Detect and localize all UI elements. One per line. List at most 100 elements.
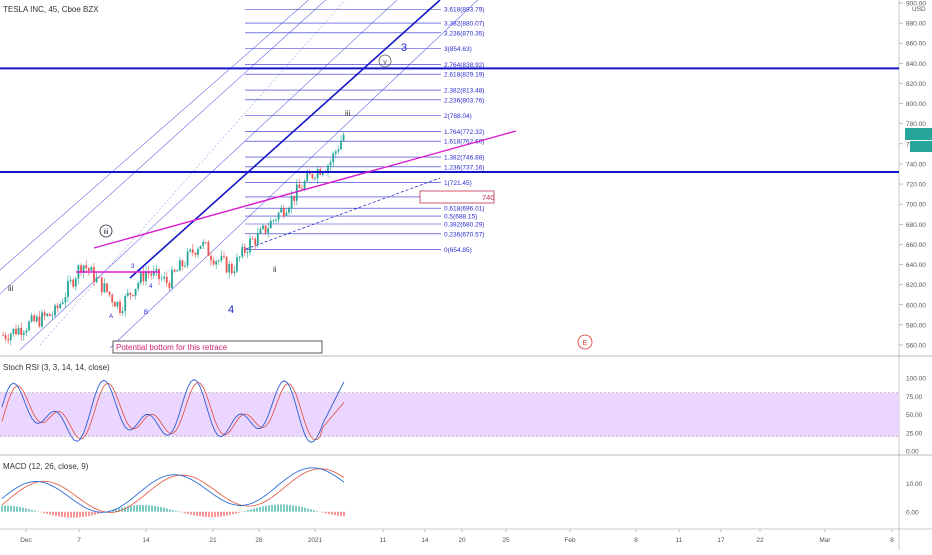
candle-body [46, 314, 48, 316]
macd-histogram-bar [175, 511, 176, 512]
time-tick-label: 22 [756, 537, 764, 544]
fib-level-label: 3.618(893.79) [444, 7, 484, 14]
price-tick-label: 700.00 [906, 202, 926, 209]
candle-body [317, 169, 319, 178]
candle-body [137, 283, 139, 289]
candle-body [338, 149, 340, 151]
candle-body [210, 256, 212, 260]
wave-small-a-label: A [109, 314, 113, 320]
candle-body [202, 242, 204, 246]
candle-body [343, 135, 345, 141]
macd-histogram-bar [34, 511, 35, 512]
candle-body [241, 247, 243, 257]
fib-level-label: 1.382(746.88) [444, 155, 484, 162]
macd-histogram-bar [220, 512, 221, 517]
macd-histogram-bar [16, 507, 17, 512]
candle-body [36, 316, 38, 321]
wave-v-circled-label: v [383, 59, 387, 66]
candle-body [169, 283, 171, 288]
candle-body [280, 208, 282, 212]
fib-level-label: 0(654.85) [444, 247, 472, 254]
candle-body [156, 269, 158, 271]
macd-histogram-bar [22, 508, 23, 512]
candle-body [260, 229, 262, 233]
macd-histogram-bar [289, 505, 290, 512]
macd-histogram-bar [67, 512, 68, 518]
stoch-tick-label: 25.00 [906, 430, 923, 437]
candle-body [254, 239, 256, 245]
wave-ii-label: ii [273, 265, 277, 274]
macd-histogram-bar [208, 512, 209, 517]
macd-histogram-bar [160, 507, 161, 512]
stoch-tick-label: 0.00 [906, 449, 919, 456]
time-tick-label: 11 [676, 537, 683, 544]
macd-histogram-bar [244, 511, 245, 512]
candle-body [5, 335, 7, 339]
fib-level-label: 0.5(688.15) [444, 214, 477, 221]
wave-4-label: 4 [228, 304, 234, 316]
price-tick-label: 880.00 [906, 21, 926, 28]
macd-histogram-bar [82, 512, 83, 517]
macd-histogram-bar [148, 505, 149, 512]
candle-body [234, 271, 236, 273]
macd-histogram-bar [91, 512, 92, 516]
candle-body [2, 335, 4, 336]
candle-body [127, 293, 129, 296]
macd-tick-label: 0.00 [906, 509, 919, 516]
macd-histogram-bar [166, 508, 167, 511]
macd-histogram-bar [70, 512, 71, 518]
candle-body [197, 249, 199, 255]
candle-body [104, 283, 106, 292]
wave-iii-circled-label: iii [104, 229, 109, 236]
macd-histogram-bar [298, 506, 299, 511]
fib-level-label: 1.236(737.16) [444, 164, 484, 171]
candle-body [31, 315, 33, 321]
price-tick-label: 740.00 [906, 161, 926, 168]
macd-histogram-bar [85, 512, 86, 517]
candle-body [267, 228, 269, 233]
candle-body [189, 249, 191, 251]
macd-histogram-bar [223, 512, 224, 516]
candle-body [262, 225, 264, 228]
candle-body [278, 213, 280, 220]
time-tick-label: 8 [634, 537, 638, 544]
candle-body [158, 269, 160, 279]
macd-histogram-bar [268, 505, 269, 511]
candle-body [304, 181, 306, 189]
candle-body [286, 213, 288, 216]
price-tick-label: 620.00 [906, 282, 926, 289]
candle-body [296, 185, 298, 201]
fib-level-label: 2.382(813.48) [444, 88, 484, 95]
macd-histogram-bar [307, 509, 308, 512]
candle-body [215, 261, 217, 264]
candle-body [10, 334, 12, 340]
wave-e-circled-label: E [583, 340, 588, 347]
macd-histogram-bar [154, 506, 155, 512]
fib-level-label: 0.382(680.29) [444, 222, 484, 229]
time-tick-label: Dec [20, 537, 32, 544]
macd-histogram-bar [229, 512, 230, 515]
macd-histogram-bar [247, 510, 248, 512]
candle-body [200, 246, 202, 249]
candle-body [145, 272, 147, 282]
price-tick-label: 780.00 [906, 121, 926, 128]
macd-histogram-bar [73, 512, 74, 518]
macd-histogram-bar [343, 512, 344, 517]
candle-body [130, 293, 132, 295]
macd-histogram-bar [139, 505, 140, 512]
candle-body [293, 196, 295, 201]
candle-body [88, 268, 90, 271]
candle-body [309, 173, 311, 174]
fib-level-label: 2(788.04) [444, 113, 472, 120]
candle-body [187, 251, 189, 265]
wave-iii-small-label: iii [345, 109, 351, 118]
macd-histogram-bar [19, 507, 20, 512]
time-tick-label: 7 [77, 537, 81, 544]
macd-histogram-bar [232, 512, 233, 514]
time-tick-label: 20 [458, 537, 466, 544]
candle-body [335, 151, 337, 153]
price-tick-label: 720.00 [906, 182, 926, 189]
candle-body [195, 253, 197, 255]
